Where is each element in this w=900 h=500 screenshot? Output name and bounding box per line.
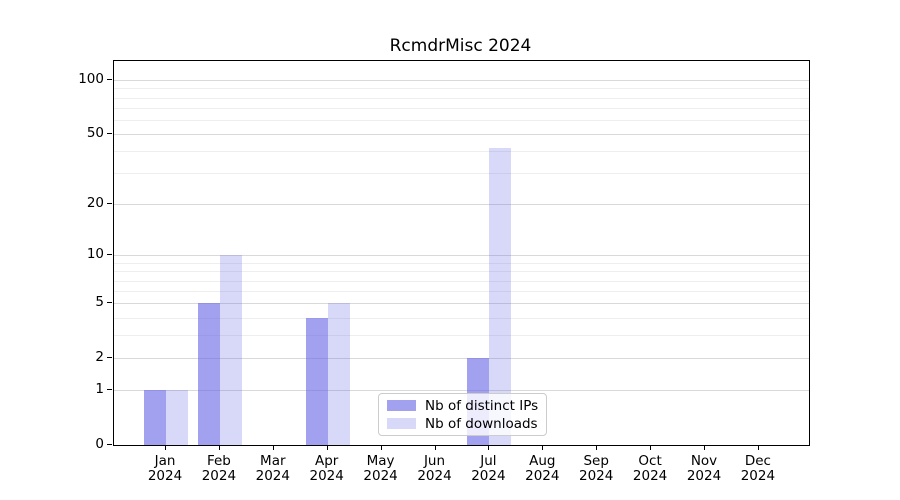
x-tick-year: 2024	[309, 468, 344, 484]
major-gridline	[114, 80, 809, 81]
x-tick-label: Jul 2024	[458, 454, 518, 484]
legend-swatch-distinct-ips	[387, 400, 416, 411]
y-tick-mark	[107, 254, 112, 256]
minor-gridline	[114, 107, 809, 109]
y-tick-mark	[107, 79, 112, 80]
minor-gridline	[114, 271, 809, 273]
x-tick-mark	[704, 445, 705, 450]
y-tick-mark	[107, 203, 112, 205]
y-tick-mark	[107, 357, 112, 359]
x-tick-year: 2024	[471, 468, 506, 484]
minor-gridline	[114, 151, 809, 153]
bar-downloads	[166, 390, 188, 445]
minor-gridline	[114, 119, 809, 121]
x-tick-year: 2024	[255, 468, 290, 484]
x-tick-mark	[596, 445, 598, 450]
y-tick-label: 50	[86, 125, 104, 141]
bar-distinct-ips	[144, 390, 166, 445]
minor-gridline	[114, 335, 809, 337]
minor-gridline	[114, 291, 809, 293]
x-tick-year: 2024	[740, 468, 776, 484]
y-tick-mark	[107, 389, 112, 391]
x-tick-mark	[218, 445, 220, 450]
y-tick-mark	[107, 133, 112, 134]
y-tick-label: 20	[86, 195, 104, 212]
major-gridline	[114, 390, 809, 392]
bar-downloads	[489, 147, 512, 445]
x-tick-label: Dec 2024	[728, 454, 788, 484]
minor-gridline	[114, 97, 809, 99]
minor-gridline	[114, 280, 809, 282]
y-tick-label: 0	[95, 436, 104, 452]
minor-gridline	[114, 317, 809, 319]
x-tick-label: Nov 2024	[674, 454, 734, 484]
x-tick-label: Jun 2024	[405, 454, 465, 484]
x-tick-mark	[542, 445, 544, 450]
x-tick-year: 2024	[525, 468, 560, 484]
minor-gridline	[114, 262, 809, 264]
legend-item-distinct-ips: Nb of distinct IPs	[379, 397, 546, 414]
y-tick-mark	[107, 444, 112, 445]
y-tick-label: 100	[78, 71, 104, 87]
major-gridline	[114, 303, 809, 305]
plot-area	[113, 60, 810, 446]
x-tick-label: Feb 2024	[189, 454, 249, 484]
major-gridline	[114, 204, 809, 206]
legend: Nb of distinct IPs Nb of downloads	[378, 393, 547, 436]
minor-gridline	[114, 88, 809, 90]
bar-downloads	[327, 303, 350, 445]
y-tick-label: 5	[95, 294, 104, 311]
x-tick-year: 2024	[417, 468, 452, 484]
legend-item-downloads: Nb of downloads	[379, 415, 546, 432]
major-gridline	[114, 358, 809, 360]
bar-downloads	[219, 255, 242, 445]
x-tick-year: 2024	[686, 468, 722, 484]
x-tick-label: Oct 2024	[620, 454, 680, 484]
major-gridline	[114, 134, 809, 135]
bar-distinct-ips	[197, 303, 220, 445]
y-tick-label: 2	[95, 349, 104, 366]
x-tick-label: Mar 2024	[243, 454, 303, 484]
y-tick-label: 1	[95, 381, 104, 398]
y-tick-mark	[107, 302, 112, 304]
x-tick-year: 2024	[201, 468, 237, 484]
x-tick-mark	[757, 445, 759, 450]
x-tick-mark	[488, 445, 490, 450]
x-tick-label: Aug 2024	[512, 454, 572, 484]
x-tick-year: 2024	[579, 468, 614, 484]
x-tick-mark	[380, 445, 382, 450]
x-tick-label: Jan 2024	[135, 454, 195, 484]
bar-distinct-ips	[305, 317, 328, 445]
x-tick-mark	[650, 445, 652, 450]
legend-label-distinct-ips: Nb of distinct IPs	[425, 397, 539, 414]
legend-label-downloads: Nb of downloads	[425, 415, 538, 432]
x-tick-label: Apr 2024	[297, 454, 357, 484]
x-tick-year: 2024	[363, 468, 398, 484]
x-tick-label: May 2024	[351, 454, 411, 484]
x-tick-year: 2024	[147, 468, 183, 484]
x-tick-mark	[165, 445, 166, 450]
major-gridline	[114, 255, 809, 257]
x-tick-year: 2024	[632, 468, 668, 484]
y-tick-label: 10	[86, 246, 104, 263]
x-tick-mark	[326, 445, 328, 450]
x-tick-label: Sep 2024	[566, 454, 626, 484]
minor-gridline	[114, 173, 809, 175]
x-tick-mark	[434, 445, 436, 450]
legend-swatch-downloads	[387, 418, 416, 429]
chart-title: RcmdrMisc 2024	[389, 36, 532, 56]
x-tick-mark	[272, 445, 274, 450]
